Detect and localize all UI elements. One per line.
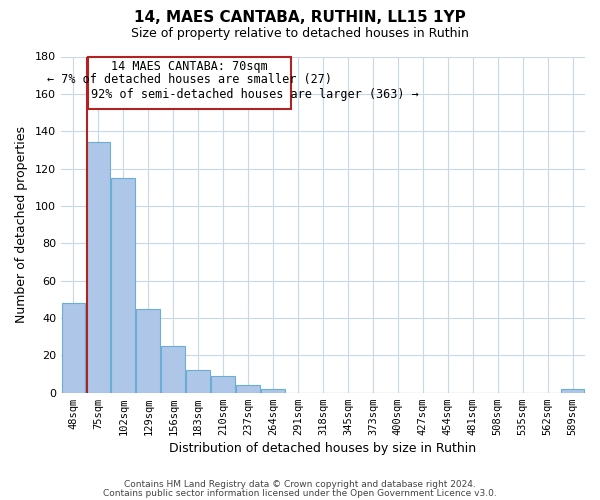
Text: ← 7% of detached houses are smaller (27): ← 7% of detached houses are smaller (27) [47, 74, 332, 86]
Text: 92% of semi-detached houses are larger (363) →: 92% of semi-detached houses are larger (… [91, 88, 419, 102]
FancyBboxPatch shape [88, 56, 290, 109]
Text: Contains HM Land Registry data © Crown copyright and database right 2024.: Contains HM Land Registry data © Crown c… [124, 480, 476, 489]
Bar [62, 303, 85, 392]
Bar [187, 370, 210, 392]
Text: Contains public sector information licensed under the Open Government Licence v3: Contains public sector information licen… [103, 488, 497, 498]
Bar [112, 178, 135, 392]
Bar [86, 142, 110, 392]
Text: Size of property relative to detached houses in Ruthin: Size of property relative to detached ho… [131, 28, 469, 40]
Bar [136, 308, 160, 392]
Bar [211, 376, 235, 392]
Bar [161, 346, 185, 393]
Bar [560, 389, 584, 392]
Y-axis label: Number of detached properties: Number of detached properties [15, 126, 28, 323]
Bar [236, 385, 260, 392]
Text: 14, MAES CANTABA, RUTHIN, LL15 1YP: 14, MAES CANTABA, RUTHIN, LL15 1YP [134, 10, 466, 25]
Bar [261, 389, 285, 392]
Text: 14 MAES CANTABA: 70sqm: 14 MAES CANTABA: 70sqm [111, 60, 268, 73]
X-axis label: Distribution of detached houses by size in Ruthin: Distribution of detached houses by size … [169, 442, 476, 455]
